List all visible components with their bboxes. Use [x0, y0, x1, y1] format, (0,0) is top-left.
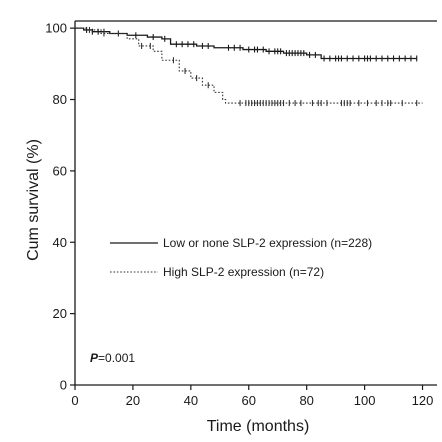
x-tick-label: 100 [354, 393, 376, 408]
legend-label-low: Low or none SLP-2 expression (n=228) [163, 236, 372, 250]
survival-curve [75, 27, 417, 60]
x-tick-label: 0 [71, 393, 78, 408]
p-value-prefix: P [90, 351, 99, 365]
x-tick-label: 40 [184, 393, 198, 408]
x-tick-label: 80 [299, 393, 313, 408]
y-axis-title: Cum survival (%) [25, 139, 42, 261]
x-tick-label: 60 [242, 393, 256, 408]
y-tick-label: 20 [53, 306, 67, 321]
y-tick-label: 80 [53, 92, 67, 107]
y-tick-label: 100 [45, 21, 67, 36]
x-axis-title: Time (months) [207, 418, 310, 435]
series-group [75, 26, 423, 107]
legend-label-high: High SLP-2 expression (n=72) [163, 265, 324, 279]
x-tick-label: 120 [412, 393, 434, 408]
y-tick-label: 40 [53, 235, 67, 250]
x-tick-label: 20 [126, 393, 140, 408]
axes: 0 20 40 60 80 100 120 0 20 40 60 80 100 [45, 20, 437, 408]
p-value-text: =0.001 [98, 351, 135, 365]
survival-curve [75, 27, 423, 104]
y-tick-label: 0 [60, 378, 67, 393]
series-low [75, 26, 418, 62]
series-high [75, 26, 423, 107]
p-value-annotation: P=0.001 [90, 351, 135, 365]
y-tick-label: 60 [53, 163, 67, 178]
legend: Low or none SLP-2 expression (n=228) Hig… [110, 236, 372, 279]
